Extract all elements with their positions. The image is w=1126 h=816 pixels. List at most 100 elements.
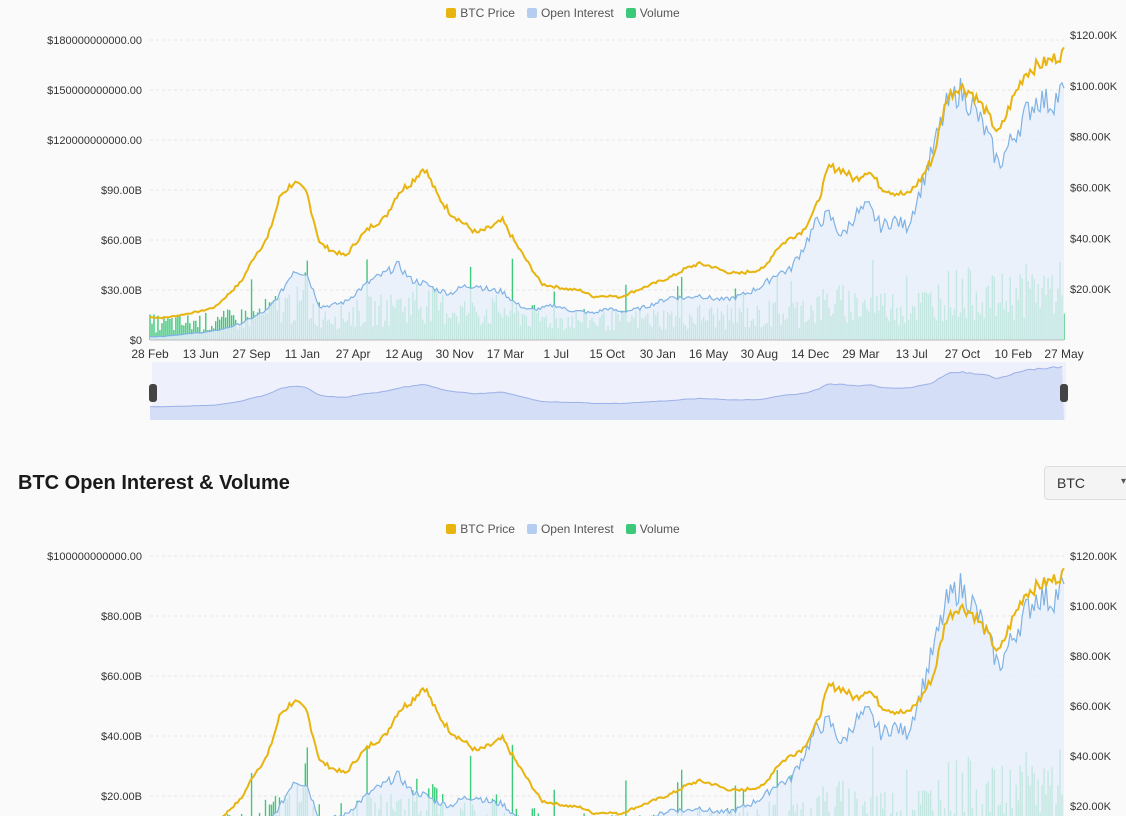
volume-bar [268,804,271,816]
section-title: BTC Open Interest & Volume [18,472,290,494]
legend-item-volume[interactable]: Volume [625,6,680,20]
volume-bar [161,323,163,340]
legend-item-open-interest-2[interactable]: Open Interest [526,522,614,536]
volume-bar [270,804,273,816]
volume-bar [226,814,229,816]
y-right-tick-label: $100.00K [1070,81,1118,93]
y-left-tick-label: $20.00B [101,791,142,803]
y-right-tick-label: $40.00K [1070,751,1112,763]
y-right-tick-label: $120.00K [1070,551,1118,563]
open-interest-area [272,573,1064,816]
open-interest-line [149,78,1065,338]
legend-item-open-interest[interactable]: Open Interest [526,6,614,20]
volume-bar [195,320,197,340]
legend-item-volume-2[interactable]: Volume [625,522,680,536]
legend-swatch-open-interest [526,8,537,18]
legend-label-volume: Volume [639,6,680,20]
volume-bar [159,330,161,340]
volume-bar [226,309,229,340]
volume-bar [217,316,219,340]
x-tick-label: 13 Jul [896,347,928,361]
volume-bar [306,747,309,816]
volume-bar [151,323,153,340]
legend-swatch-volume-2 [625,524,636,534]
volume-bar [205,312,207,340]
volume-bar [272,801,275,816]
x-tick-label: 17 Mar [487,347,524,361]
x-tick-label: 1 Jul [544,347,569,361]
volume-bar [222,310,225,340]
volume-bar [193,320,195,340]
btc-price-line [221,567,1065,816]
unit-select-value: BTC [1057,475,1085,491]
x-tick-label: 28 Feb [131,347,169,361]
y-left-tick-label: $150000000000.00 [47,85,142,97]
y-right-tick-label: $20.00K [1070,801,1112,813]
volume-bar [250,773,253,816]
y-left-tick-label: $100000000000.00 [47,551,142,563]
x-tick-label: 12 Aug [385,347,422,361]
volume-bar [165,320,167,340]
y-left-tick-label: $30.00B [101,285,142,297]
legend-item-btc-price-2[interactable]: BTC Price [446,522,515,536]
volume-bar [264,799,267,816]
volume-bar [515,808,518,816]
y-left-tick-label: $80.00B [101,611,142,623]
x-tick-label: 27 Oct [945,347,981,361]
legend-item-btc-price[interactable]: BTC Price [446,6,515,20]
volume-bar [625,780,627,816]
chart-open-interest-volume-top: $0 $30.00B $60.00B $90.00B $120000000000.00 $… [47,30,1118,420]
legend-label-btc-price-2: BTC Price [460,522,515,536]
volume-bar [531,808,534,816]
volume-bar [734,785,737,816]
legend-bottom: BTC Price Open Interest Volume [0,522,1126,536]
y-right-tick-label: $80.00K [1070,651,1112,663]
y-left-tick-label: $60.00B [101,671,142,683]
y-left-tick-label: $60.00B [101,235,142,247]
x-tick-label: 10 Feb [995,347,1033,361]
volume-bar [169,318,171,340]
volume-bar [153,314,155,340]
legend-label-open-interest: Open Interest [540,6,614,20]
y-left-tick-label: $120000000000.00 [47,135,142,147]
x-tick-label: 13 Jun [183,347,219,361]
volume-bar [274,795,277,816]
volume-bar [167,318,169,340]
legend-swatch-volume [625,8,636,18]
volume-bar [185,322,187,340]
volume-bar [318,804,320,816]
volume-bar [366,745,368,816]
volume-bar [676,782,679,816]
y-left-tick-label: $90.00B [101,185,142,197]
volume-bar [175,317,177,340]
volume-bar [258,812,261,816]
volume-bar [187,315,189,340]
navigator-handle-left [149,384,157,402]
legend-swatch-btc-price-2 [446,524,457,534]
unit-select[interactable]: BTC ▾ [1044,466,1126,500]
chart-open-interest-volume-bottom: $20.00B $40.00B $60.00B $80.00B $10000000000… [47,551,1118,816]
volume-bar [189,323,191,340]
volume-bar [220,316,223,340]
volume-bar [199,315,201,340]
navigator-handle-right [1060,384,1068,402]
volume-bar [250,279,253,340]
navigator-area [150,366,1064,420]
y-right-tick-label: $40.00K [1070,233,1112,245]
volume-bar [240,814,243,816]
x-tick-label: 29 Mar [842,347,879,361]
volume-bar [434,787,436,816]
y-right-tick-label: $120.00K [1070,30,1118,42]
volume-bar [157,315,159,340]
y-right-tick-label: $20.00K [1070,284,1112,296]
volume-bar [181,324,183,340]
x-tick-label: 27 May [1044,347,1083,361]
legend-swatch-btc-price [446,8,457,18]
volume-bar [537,813,539,816]
y-right-tick-label: $100.00K [1070,601,1118,613]
volume-bar [171,317,173,340]
y-right-tick-label: $80.00K [1070,132,1112,144]
y-left-tick-label: $40.00B [101,731,142,743]
volume-bar [680,769,683,816]
btc-price-line [149,46,1065,320]
